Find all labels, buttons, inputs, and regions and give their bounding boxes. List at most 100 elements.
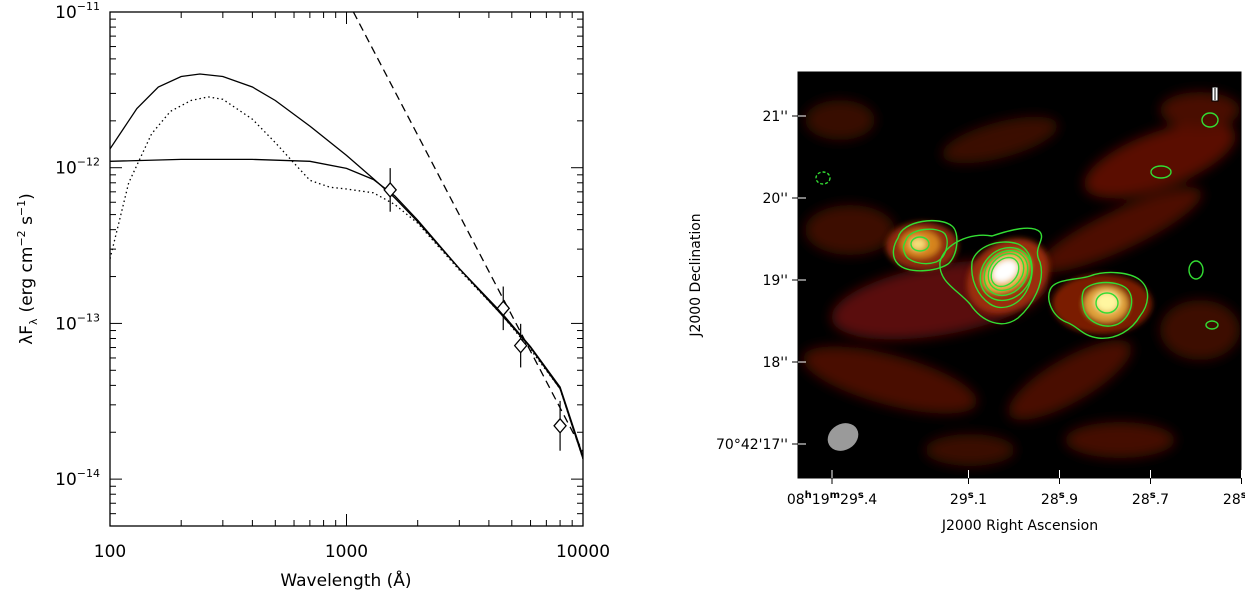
emission-blob (941, 116, 1059, 164)
contour-east-2 (1081, 281, 1133, 327)
source-central-peak (992, 259, 1018, 283)
contour-central-2 (971, 241, 1033, 309)
model-curve-solid (110, 73, 583, 457)
contour-negative (815, 171, 831, 185)
map-x-tick-label: 28s.5 (1223, 490, 1245, 508)
contour-blob (1188, 260, 1204, 280)
contour-west-core (910, 236, 930, 252)
map-x-tick-label: 29s.1 (950, 490, 987, 508)
map-x-tick-value: 29 (840, 492, 858, 508)
map-x-tick-value: 29 (950, 492, 968, 508)
radio-map-panel: 08h19m29s.429s.128s.928s.728s.521''20''1… (640, 0, 1245, 595)
emission-blob (805, 205, 895, 255)
plot-frame (109, 11, 584, 527)
map-y-axis-label: J2000 Declination (688, 213, 704, 337)
map-y-tick-label: 20'' (762, 191, 788, 207)
data-point (553, 400, 567, 451)
source-east-peak (1095, 292, 1119, 312)
map-x-tick-value: 19 (812, 492, 830, 508)
data-point (513, 323, 528, 368)
y-tick-label-base: 10 (55, 470, 77, 490)
map-x-axis-label: J2000 Right Ascension (941, 518, 1098, 534)
y-axis-label-end: ) (17, 193, 37, 200)
map-x-tick-unit: s (968, 490, 974, 501)
map-frame (797, 71, 1242, 479)
emission-image (802, 86, 1240, 466)
emission-blob (1008, 340, 1132, 420)
y-tick-label-exp: −13 (77, 311, 100, 324)
emission-blob (925, 434, 1015, 466)
map-x-tick-unit: s (1059, 490, 1065, 501)
map-x-tick-unit: s (1241, 490, 1245, 501)
x-tick-label: 10000 (556, 542, 610, 562)
map-axis-ticks (792, 115, 1242, 484)
contour-central-6 (990, 256, 1020, 288)
y-axis-label-exp1: −2 (15, 230, 28, 246)
y-tick-label: 10−13 (55, 311, 100, 334)
map-x-tick-unit: s (858, 490, 864, 501)
map-x-tick-value: .7 (1156, 492, 1169, 508)
diffuse-emission (802, 92, 1240, 466)
emission-blob (1160, 300, 1240, 360)
x-tick-label: 100 (94, 542, 126, 562)
y-tick-label-base: 10 (55, 3, 77, 23)
map-x-tick-label: 28s.9 (1041, 490, 1078, 508)
data-point-marker (513, 337, 528, 354)
map-y-tick-label: 70°42'17'' (716, 437, 788, 453)
y-axis-label: λFλ (erg cm−2 s−1) (15, 193, 40, 345)
contour-blob (1201, 112, 1219, 128)
contour-central-5 (987, 252, 1025, 292)
y-axis-label-sub: λ (27, 318, 40, 325)
y-tick-label: 10−12 (55, 156, 100, 179)
emission-blob (1065, 422, 1175, 458)
contour-blob (1205, 320, 1219, 330)
y-tick-label: 10−11 (55, 0, 100, 23)
contour-east-core (1095, 292, 1119, 314)
y-tick-label-exp: −11 (77, 0, 100, 13)
y-axis-label-exp2: −1 (15, 200, 28, 216)
emission-blob (1037, 187, 1203, 273)
map-x-tick-unit: h (805, 490, 812, 501)
data-point-marker (553, 417, 567, 434)
map-y-tick-label: 18'' (762, 355, 788, 371)
contour-central-3 (979, 246, 1033, 302)
data-points (383, 168, 567, 451)
model-curve-dotted (110, 96, 583, 460)
contour-west-outer (892, 219, 958, 272)
map-tick-labels: 08h19m29s.429s.128s.928s.728s.521''20''1… (716, 109, 1245, 508)
map-x-tick-value: 28 (1223, 492, 1241, 508)
contours (815, 112, 1219, 339)
contour-east-outer (1048, 271, 1149, 339)
source-west-peak (910, 238, 926, 250)
map-x-tick-value: .1 (974, 492, 987, 508)
map-x-tick-label: 08h19m29s.4 (787, 490, 877, 508)
contour-central-outer (939, 227, 1043, 325)
axis-ticks (109, 11, 584, 527)
y-tick-label-base: 10 (55, 159, 77, 179)
map-x-tick-value: 28 (1041, 492, 1059, 508)
map-x-tick-unit: s (1150, 490, 1156, 501)
emission-blob (1160, 92, 1240, 128)
emission-blob (805, 100, 875, 140)
y-axis-label-mid: s (17, 216, 37, 230)
x-axis-label: Wavelength (Å) (280, 569, 411, 591)
map-x-tick-value: .9 (1065, 492, 1078, 508)
data-point-marker (383, 181, 398, 198)
map-x-tick-value: 08 (787, 492, 805, 508)
y-tick-label-exp: −12 (77, 156, 100, 169)
model-curve-dashed (352, 12, 583, 453)
y-tick-label-exp: −14 (77, 467, 100, 480)
model-curve-solid (110, 158, 583, 460)
emission-blob (1084, 122, 1236, 198)
beam-ellipse (827, 423, 859, 451)
y-tick-label-base: 10 (55, 314, 77, 334)
data-point-marker (496, 300, 511, 317)
model-curves (110, 12, 583, 460)
radio-map: 08h19m29s.429s.128s.928s.728s.521''20''1… (688, 71, 1245, 534)
map-x-tick-unit: m (830, 490, 840, 501)
map-x-tick-label: 28s.7 (1132, 490, 1169, 508)
y-axis-label-units: (erg cm (17, 247, 37, 313)
y-axis-label-main: λF (17, 325, 37, 345)
emission-blob (802, 346, 978, 414)
